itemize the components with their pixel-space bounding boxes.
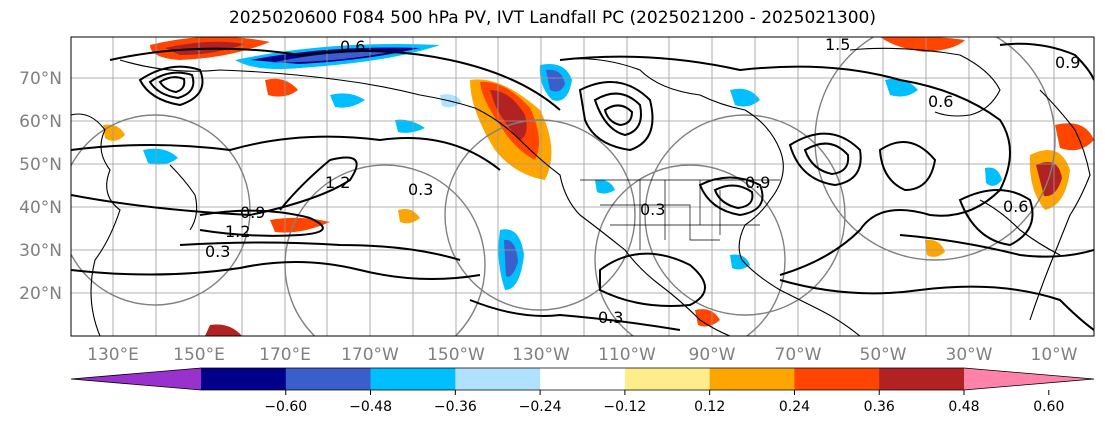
lon-tick-label: 170°W bbox=[341, 345, 399, 365]
colorbar-tick-label: 0.60 bbox=[1033, 399, 1064, 415]
lon-tick-label: 90°W bbox=[689, 345, 736, 365]
lon-axis: 130°E 150°E 170°E 170°W 150°W 130°W 110°… bbox=[87, 345, 1078, 365]
lon-tick-label: 130°W bbox=[512, 345, 570, 365]
colorbar-tick-label: 0.24 bbox=[779, 399, 810, 415]
pv-shading bbox=[103, 37, 1094, 336]
colorbar-extension-high bbox=[964, 368, 1094, 390]
range-circles bbox=[71, 37, 1056, 336]
lat-tick-label: 60°N bbox=[19, 112, 62, 132]
colorbar-segment bbox=[624, 368, 711, 390]
chart-title: 2025020600 F084 500 hPa PV, IVT Landfall… bbox=[228, 8, 876, 28]
colorbar-segment bbox=[201, 368, 287, 390]
colorbar: −0.60 −0.48 −0.36 −0.24 −0.12 0.12 0.24 0.36 0.4… bbox=[70, 367, 1095, 415]
lon-tick-label: 150°E bbox=[173, 345, 225, 365]
lon-tick-label: 130°E bbox=[87, 345, 139, 365]
lon-tick-label: 30°W bbox=[946, 345, 993, 365]
lat-tick-label: 40°N bbox=[19, 198, 62, 218]
colorbar-segment bbox=[794, 368, 880, 390]
lon-tick-label: 70°W bbox=[775, 345, 822, 365]
colorbar-segment bbox=[370, 368, 456, 390]
colorbar-extension-low bbox=[71, 368, 201, 390]
pv-contours bbox=[71, 42, 1094, 331]
colorbar-segment bbox=[540, 368, 626, 390]
colorbar-tick-label: −0.48 bbox=[349, 399, 392, 415]
contour-label: 0.9 bbox=[1055, 53, 1080, 72]
contour-label: 1.2 bbox=[225, 222, 250, 241]
contour-label: 1.2 bbox=[325, 173, 350, 192]
colorbar-tick-label: −0.12 bbox=[603, 399, 646, 415]
colorbar-outline bbox=[70, 367, 1095, 391]
contour-label: 0.3 bbox=[408, 180, 433, 199]
contour-label: 0.3 bbox=[640, 200, 665, 219]
map-background bbox=[71, 37, 1094, 336]
lat-tick-label: 70°N bbox=[19, 69, 62, 89]
lon-tick-label: 10°W bbox=[1031, 345, 1078, 365]
colorbar-tick-label: −0.24 bbox=[519, 399, 562, 415]
colorbar-segment bbox=[285, 368, 372, 390]
contour-label: 0.9 bbox=[240, 203, 265, 222]
contour-label: 0.6 bbox=[1003, 197, 1028, 216]
colorbar-segment bbox=[709, 368, 795, 390]
contour-label: 0.9 bbox=[745, 173, 770, 192]
contour-label: 0.6 bbox=[928, 92, 953, 111]
contour-label: 0.6 bbox=[340, 37, 365, 56]
contour-label: 1.5 bbox=[825, 35, 850, 54]
colorbar-segment bbox=[879, 368, 965, 390]
map-plot-area: 0.6 0.9 1.2 0.3 0.3 1.2 0.9 1.5 0.9 0.6 … bbox=[71, 35, 1094, 336]
lon-tick-label: 150°W bbox=[427, 345, 485, 365]
colorbar-tick-label: 0.36 bbox=[864, 399, 895, 415]
contour-label: 0.3 bbox=[598, 308, 623, 327]
lat-tick-label: 30°N bbox=[19, 241, 62, 261]
lat-axis: 70°N 60°N 50°N 40°N 30°N 20°N bbox=[19, 69, 62, 304]
colorbar-tick-label: −0.36 bbox=[434, 399, 477, 415]
lon-tick-label: 170°E bbox=[259, 345, 311, 365]
lat-tick-label: 20°N bbox=[19, 284, 62, 304]
lon-tick-label: 110°W bbox=[598, 345, 656, 365]
contour-label: 0.3 bbox=[205, 242, 230, 261]
coastlines bbox=[71, 47, 1091, 336]
colorbar-tick-label: 0.12 bbox=[694, 399, 725, 415]
colorbar-tick-label: −0.60 bbox=[264, 399, 307, 415]
colorbar-segment bbox=[455, 368, 541, 390]
lon-tick-label: 50°W bbox=[860, 345, 907, 365]
contour-label-group: 0.6 0.9 1.2 0.3 0.3 1.2 0.9 1.5 0.9 0.6 … bbox=[205, 35, 1080, 327]
colorbar-tick-label: 0.48 bbox=[948, 399, 979, 415]
map-frame bbox=[70, 36, 1095, 337]
lat-tick-label: 50°N bbox=[19, 155, 62, 175]
